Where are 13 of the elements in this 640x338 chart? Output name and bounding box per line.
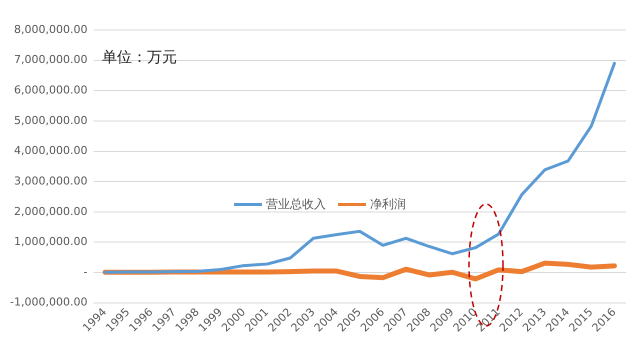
y-tick-label: -1,000,000.00 — [10, 296, 88, 309]
y-tick-label: 7,000,000.00 — [14, 53, 88, 66]
y-tick-label: 5,000,000.00 — [14, 114, 88, 127]
y-tick-label: 2,000,000.00 — [14, 204, 88, 218]
y-tick-label: 4,000,000.00 — [14, 144, 88, 158]
legend-label: 净利润 — [370, 196, 406, 213]
legend-label: 营业总收入 — [266, 196, 326, 213]
annotation: 单位：万元 — [102, 48, 177, 67]
y-tick-label: 8,000,000.00 — [14, 22, 88, 36]
y-tick-label: 6,000,000.00 — [14, 83, 88, 96]
y-tick-label: 1,000,000.00 — [14, 235, 88, 248]
y-tick-label: 3,000,000.00 — [14, 174, 88, 188]
y-tick-label: - — [83, 265, 88, 278]
